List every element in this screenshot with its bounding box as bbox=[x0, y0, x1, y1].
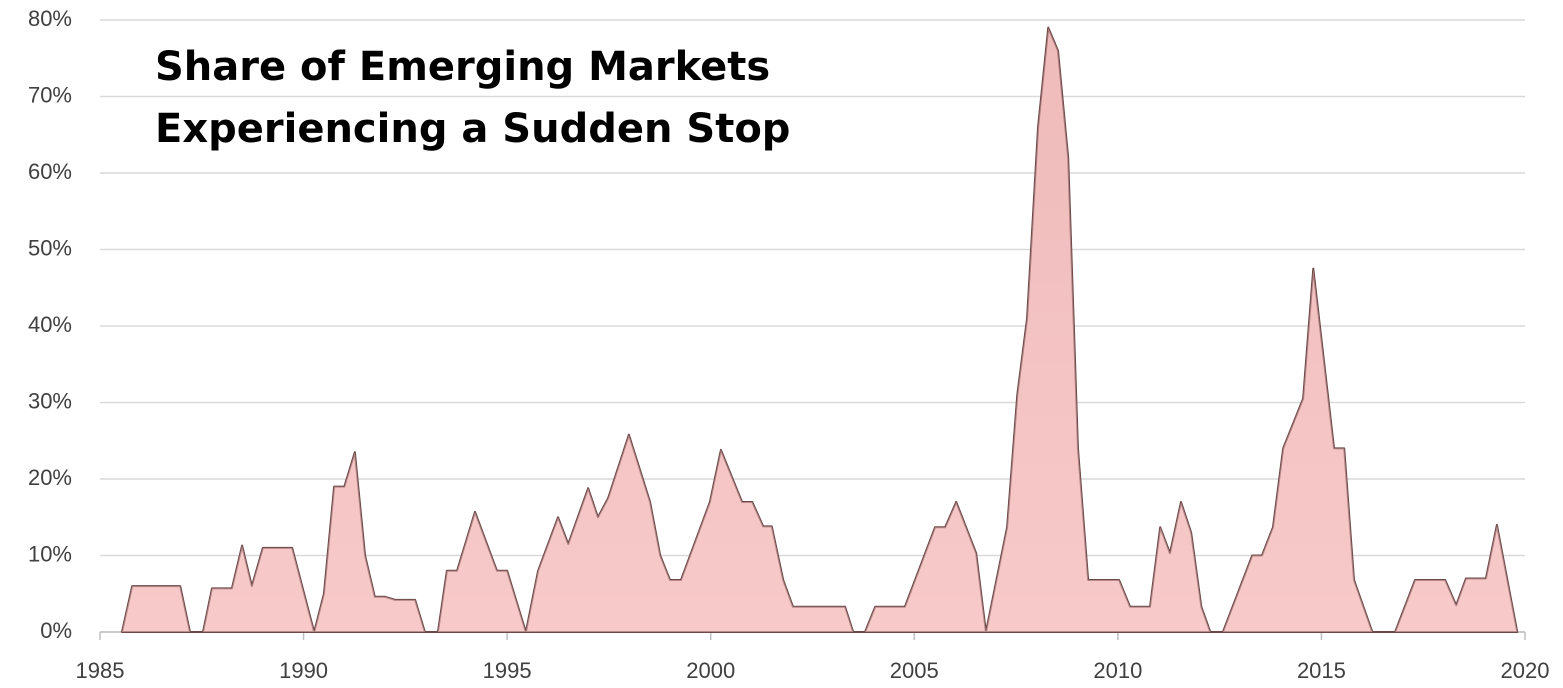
chart-title: Share of Emerging Markets bbox=[155, 44, 770, 90]
x-tick-label: 2010 bbox=[1093, 658, 1142, 683]
y-tick-label: 0% bbox=[40, 618, 72, 643]
area-shade bbox=[121, 27, 1518, 632]
y-tick-label: 30% bbox=[28, 388, 72, 413]
x-tick-label: 2020 bbox=[1501, 658, 1550, 683]
x-tick-label: 1990 bbox=[279, 658, 328, 683]
y-tick-label: 10% bbox=[28, 541, 72, 566]
y-tick-label: 60% bbox=[28, 159, 72, 184]
y-tick-label: 40% bbox=[28, 312, 72, 337]
x-tick-label: 1985 bbox=[76, 658, 125, 683]
x-tick-label: 2005 bbox=[890, 658, 939, 683]
y-tick-label: 50% bbox=[28, 235, 72, 260]
x-tick-label: 2015 bbox=[1297, 658, 1346, 683]
x-tick-label: 1995 bbox=[483, 658, 532, 683]
x-tick-label: 2000 bbox=[686, 658, 735, 683]
y-tick-label: 80% bbox=[28, 6, 72, 31]
chart-title: Experiencing a Sudden Stop bbox=[155, 106, 790, 152]
y-tick-label: 70% bbox=[28, 82, 72, 107]
y-tick-label: 20% bbox=[28, 465, 72, 490]
